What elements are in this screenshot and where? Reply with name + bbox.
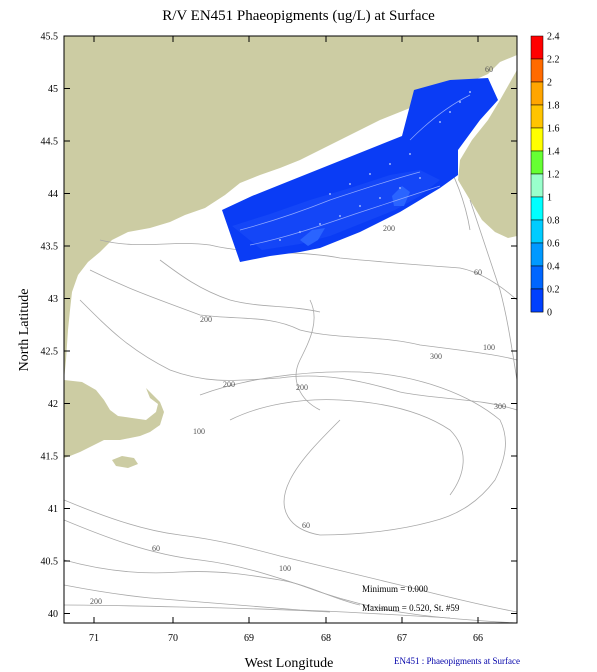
y-tick-label: 40 [48,609,58,620]
contour-label: 200 [200,315,212,324]
stats-minimum: Minimum = 0.000 [362,584,428,594]
higher-value-patch-2 [392,186,410,206]
legend-label: 0.2 [547,285,560,296]
x-tick-label: 69 [244,633,254,644]
y-tick-label: 43.5 [41,242,59,253]
contour-label: 60 [152,544,160,553]
legend-swatch-bottom [530,288,544,313]
contour-label: 300 [430,352,442,361]
y-tick-label: 41 [48,504,58,515]
map-title: R/V EN451 Phaeopigments (ug/L) at Surfac… [162,8,435,24]
legend-label: 1.8 [547,101,560,112]
contour-label: 200 [223,380,235,389]
y-tick-label: 42.5 [41,347,59,358]
y-axis-title: North Latitude [17,289,32,372]
stats-box: Minimum = 0.000 Maximum = 0.520, St. #59 [362,580,459,618]
contour-label: 200 [383,224,395,233]
x-tick-label: 71 [89,633,99,644]
x-tick-label: 66 [473,633,483,644]
y-tick-label: 40.5 [41,557,59,568]
land-islands [112,456,138,468]
land-nova-scotia [458,70,517,238]
legend-swatch [530,173,544,198]
contour-label: 60 [474,268,482,277]
bathymetry-contours [64,149,517,623]
legend-swatch [530,265,544,290]
legend-swatch [530,104,544,129]
contour-label: 300 [494,402,506,411]
x-tick-label: 67 [397,633,407,644]
legend-label: 1 [547,193,552,204]
color-legend: 2.4 2.2 2 1.8 1.6 1.4 1.2 1 0.8 0.6 0.4 0.2 0 [530,32,560,319]
legend-label: 1.2 [547,170,560,181]
contour-label: 100 [483,343,495,352]
legend-label: 0.4 [547,262,560,273]
legend-label: 2.4 [547,32,560,43]
contour-label: 60 [302,521,310,530]
land-maine-coast [64,36,517,380]
legend-swatch [530,35,544,60]
legend-label: 2.2 [547,55,560,66]
y-axis-ticks: 45.5 45 44.5 44 43.5 43 42.5 42 41.5 41 40.5 40 [41,32,517,620]
legend-label: 1.6 [547,124,560,135]
plot-frame [63,35,518,624]
legend-label: 1.4 [547,147,560,158]
land-cape-cod [64,380,164,458]
higher-value-patch [300,228,325,246]
y-tick-label: 44.5 [41,137,59,148]
contour-labels: 60 200 60 200 100 300 200 200 100 300 60 60 100 200 [90,65,506,606]
x-tick-label: 68 [321,633,331,644]
x-axis-ticks: 71 70 69 68 67 66 [89,36,483,644]
contour-label: 100 [193,427,205,436]
legend-swatch [530,150,544,175]
y-tick-label: 43 [48,294,58,305]
legend-label: 0.8 [547,216,560,227]
y-tick-label: 45.5 [41,32,59,43]
contour-label: 60 [485,65,493,74]
stats-maximum: Maximum = 0.520, St. #59 [362,603,460,613]
legend-label: 0.6 [547,239,560,250]
x-axis-title: West Longitude [245,656,334,671]
contour-label: 100 [279,564,291,573]
legend-swatch [530,58,544,83]
contour-label: 200 [90,597,102,606]
x-tick-label: 70 [168,633,178,644]
survey-region-shelf [232,170,440,250]
legend-swatch [530,196,544,221]
survey-contours [239,94,471,246]
y-tick-label: 42 [48,399,58,410]
contour-label: 200 [296,383,308,392]
y-tick-label: 41.5 [41,452,59,463]
legend-label: 0 [547,308,552,319]
y-tick-label: 44 [48,189,58,200]
footer-caption: EN451 : Phaeopigments at Surface [394,656,520,666]
legend-swatch [530,219,544,244]
y-tick-label: 45 [48,84,58,95]
legend-swatch [530,81,544,106]
station-dots [279,91,471,241]
legend-swatch [530,242,544,267]
legend-label: 2 [547,78,552,89]
legend-swatch [530,127,544,152]
